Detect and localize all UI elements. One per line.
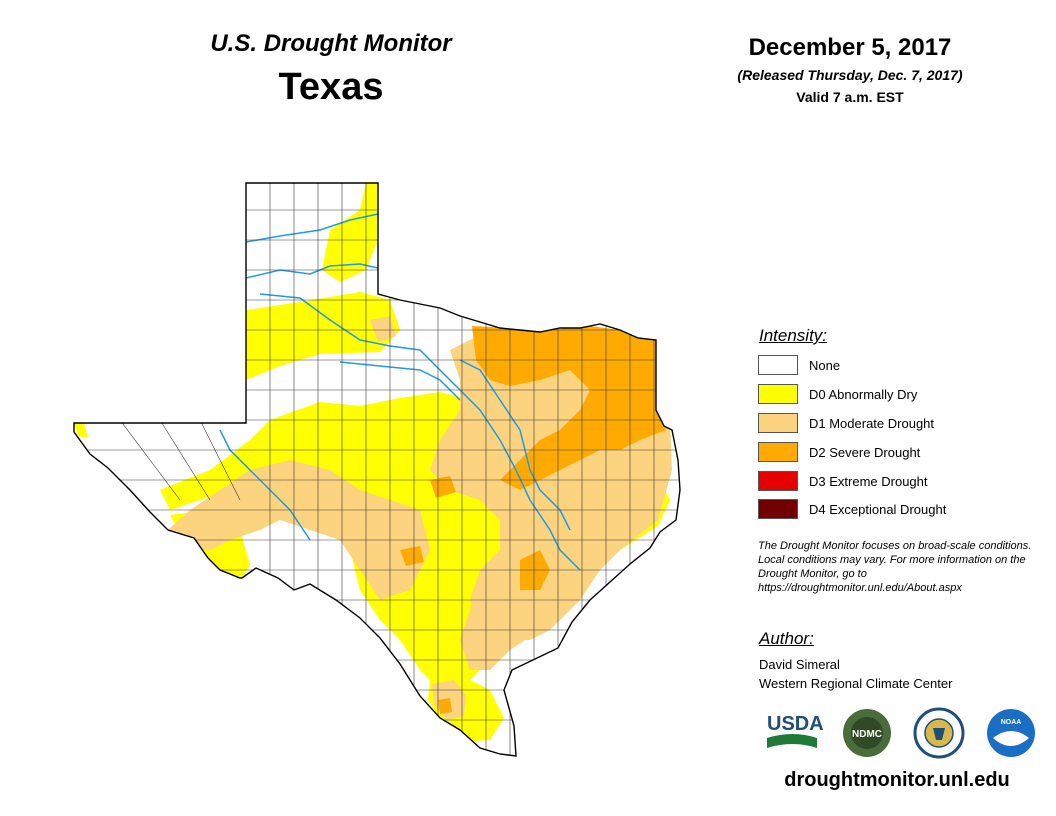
legend-item-d4: D4 Exceptional Drought xyxy=(758,499,1018,521)
legend-item-d2: D2 Severe Drought xyxy=(758,442,1018,464)
author-heading: Author: xyxy=(759,629,814,648)
legend-label: D1 Moderate Drought xyxy=(809,416,935,431)
d2-area-hill-spot xyxy=(400,546,424,566)
legend-swatch xyxy=(758,499,798,519)
monitor-title: U.S. Drought Monitor xyxy=(210,30,452,57)
legend-item-d0: D0 Abnormally Dry xyxy=(758,384,1018,406)
colorado-river xyxy=(339,361,461,401)
legend-label: D2 Severe Drought xyxy=(809,445,921,460)
release-note: (Released Thursday, Dec. 7, 2017) xyxy=(737,67,963,83)
partner-logos: USDA NDMC NOAA xyxy=(767,707,1035,759)
d2-area-central-spot xyxy=(430,476,456,498)
website-link[interactable]: droughtmonitor.unl.edu xyxy=(784,769,1010,791)
noaa-logo-text: NOAA xyxy=(1001,719,1022,726)
drought-monitor-note: The Drought Monitor focuses on broad-sca… xyxy=(758,540,1032,594)
texas-drought-map xyxy=(73,182,681,757)
map-date: December 5, 2017 xyxy=(748,34,952,61)
ndmc-logo: NDMC xyxy=(843,709,891,757)
noaa-logo: NOAA xyxy=(987,709,1035,757)
legend-item-none: None xyxy=(758,355,1018,377)
author-organization: Western Regional Climate Center xyxy=(759,676,953,691)
legend-swatch xyxy=(758,471,798,491)
d2-area-valley-spot xyxy=(438,698,452,714)
legend-label: D0 Abnormally Dry xyxy=(809,387,918,402)
d1-area-panhandle-spot xyxy=(370,316,396,342)
legend-item-d3: D3 Extreme Drought xyxy=(758,471,1018,493)
usda-logo-text: USDA xyxy=(767,713,824,735)
legend-swatch xyxy=(758,413,798,433)
canadian-river xyxy=(245,213,379,243)
usda-swoosh xyxy=(767,734,817,748)
legend-label: D3 Extreme Drought xyxy=(809,474,928,489)
state-title: Texas xyxy=(278,66,384,108)
d0-area-far-west xyxy=(74,423,88,438)
legend-item-d1: D1 Moderate Drought xyxy=(758,413,1018,435)
author-name: David Simeral xyxy=(759,657,840,672)
legend-swatch xyxy=(758,355,798,375)
legend-swatch xyxy=(758,442,798,462)
drought-areas xyxy=(74,183,680,756)
d0-area-south-plains xyxy=(246,292,400,380)
legend-heading: Intensity: xyxy=(759,326,828,345)
d1-area-edwards-plateau xyxy=(168,460,430,600)
legend-swatch xyxy=(758,384,798,404)
doc-seal-logo xyxy=(913,707,965,759)
usda-logo: USDA xyxy=(767,713,824,748)
valid-note: Valid 7 a.m. EST xyxy=(796,89,904,105)
ndmc-logo-text: NDMC xyxy=(852,729,882,740)
legend-label: None xyxy=(809,358,841,373)
d2-area-northeast xyxy=(472,326,666,490)
d0-area-panhandle xyxy=(322,183,378,282)
legend-label: D4 Exceptional Drought xyxy=(809,502,947,517)
